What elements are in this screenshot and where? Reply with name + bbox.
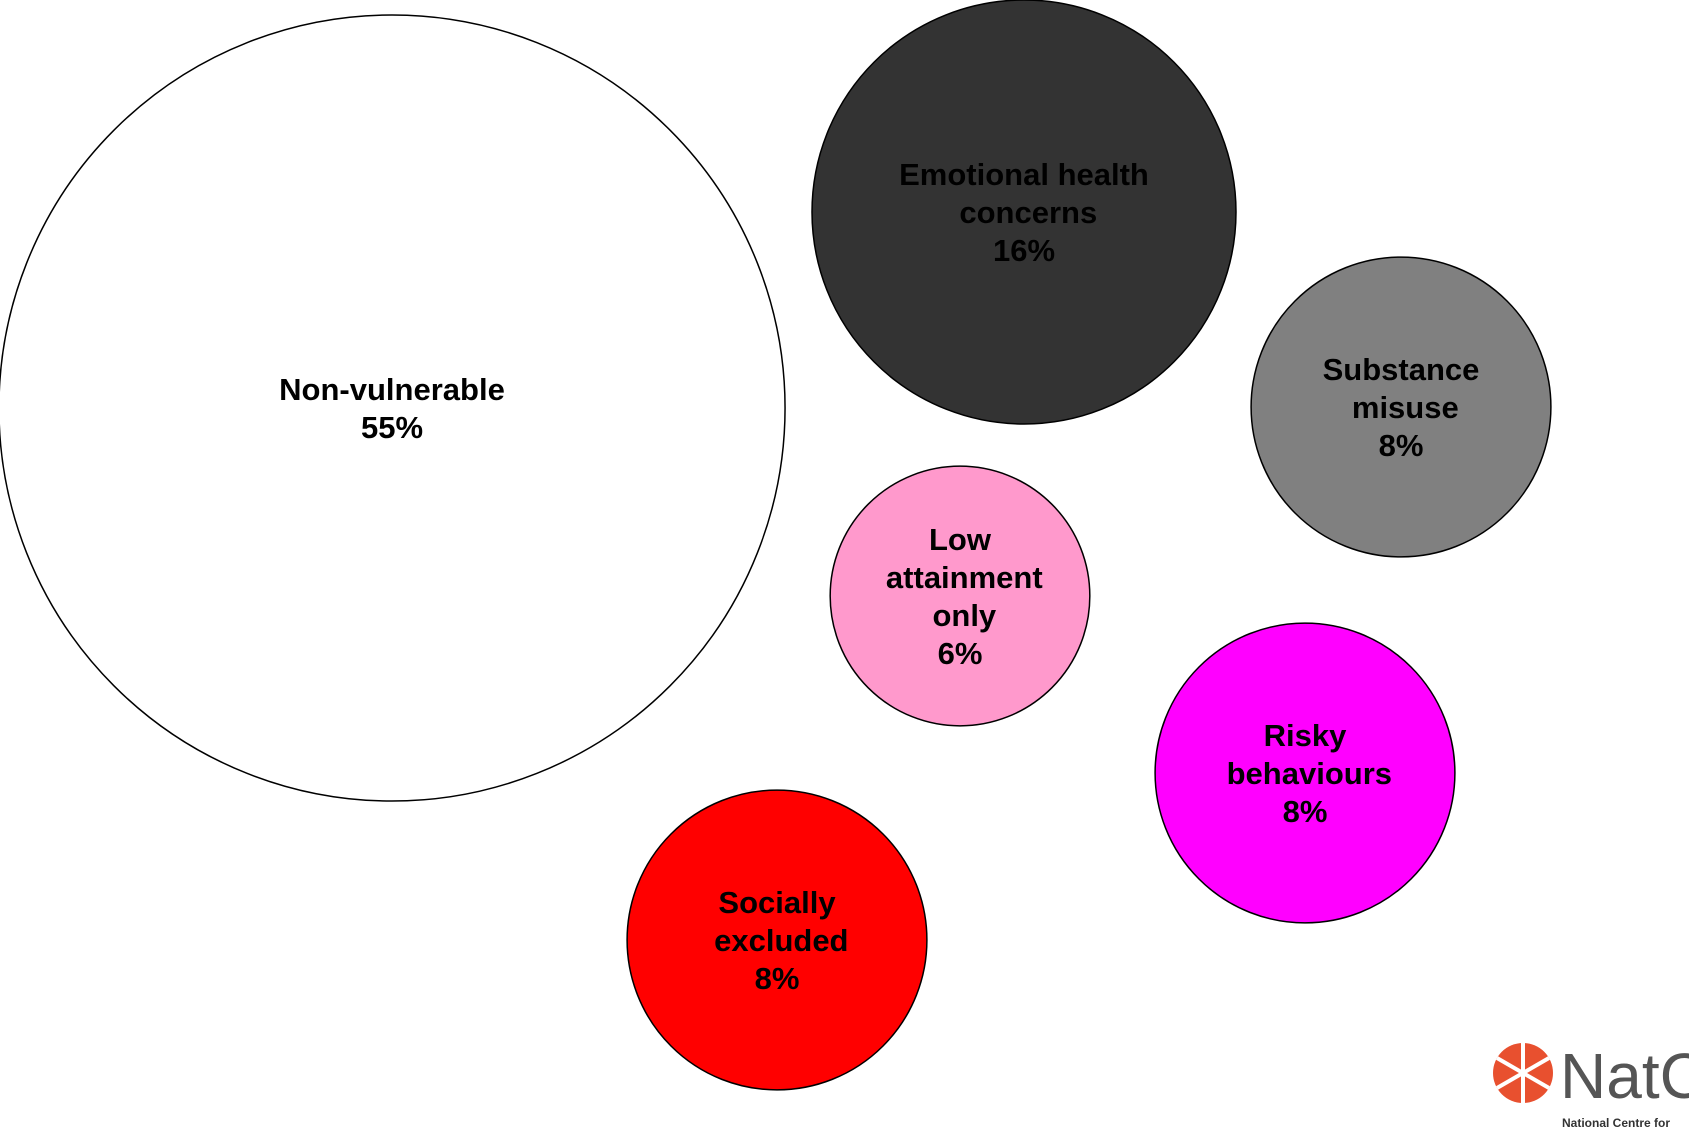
logo: NatC National Centre for: [1493, 1040, 1689, 1130]
bubble-label: Emotional health concerns: [899, 157, 1149, 230]
bubble-label: Low attainment only: [877, 522, 1042, 633]
bubble: [1250, 256, 1552, 558]
bubble: [0, 14, 786, 802]
value-label: 8%: [1283, 794, 1328, 829]
bubble: [1154, 622, 1456, 924]
bubble-label: Substance misuse: [1323, 352, 1480, 425]
value-label: 8%: [1379, 428, 1424, 463]
value-label: 16%: [993, 233, 1055, 268]
bubble: [626, 789, 928, 1091]
logo-name: NatC: [1560, 1040, 1689, 1112]
bubble: [829, 465, 1091, 727]
value-label: 6%: [938, 636, 983, 671]
bubble: [811, 0, 1237, 425]
bubble-label: Non-vulnerable: [279, 372, 505, 407]
value-label: 55%: [361, 410, 423, 445]
logo-tagline: National Centre for: [1562, 1116, 1670, 1130]
value-label: 8%: [755, 961, 800, 996]
logo-mark-lines: [1496, 1043, 1550, 1103]
bubble-label: Risky behaviours: [1218, 718, 1392, 791]
bubble-label: Socially excluded: [706, 885, 849, 958]
